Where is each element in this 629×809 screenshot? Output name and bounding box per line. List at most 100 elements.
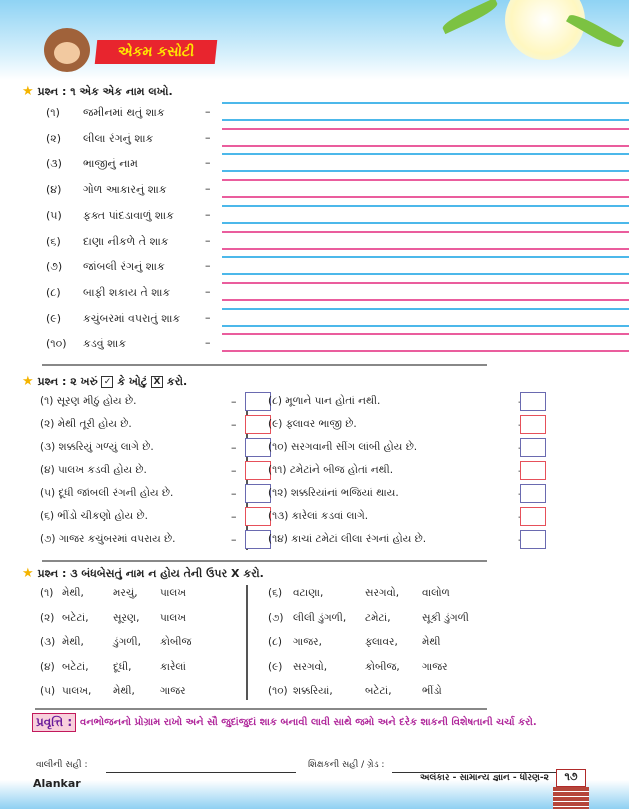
item-number: (૫) <box>40 685 56 697</box>
dash: – <box>231 533 237 546</box>
option-word[interactable]: પાલખ <box>160 587 186 599</box>
answer-checkbox[interactable] <box>245 438 271 457</box>
answer-checkbox[interactable] <box>245 484 271 503</box>
footer-band <box>0 780 629 809</box>
option-word[interactable]: દૂધી, <box>113 660 132 673</box>
statement-text: (૬) ભીંડો ચીકણો હોય છે. <box>40 510 148 522</box>
answer-checkbox[interactable] <box>245 507 271 526</box>
statement-text: (૩) શક્કરિયું ગળ્યું લાગે છે. <box>40 441 154 453</box>
item-text: કડવું શાક <box>83 337 127 351</box>
option-word[interactable]: મેથી, <box>113 685 135 697</box>
item-text: લીલા રંગનું શાક <box>83 131 154 145</box>
dash: – <box>205 259 211 273</box>
option-word[interactable]: કારેલાં <box>160 660 186 673</box>
option-word[interactable]: ગાજર <box>160 685 186 697</box>
option-word[interactable]: પાલખ, <box>62 685 92 697</box>
answer-line-top <box>222 179 629 182</box>
statement-text: (૧૪) કાચાં ટમેટાં લીલા રંગનાં હોય છે. <box>268 533 427 545</box>
item-number: (૯) <box>268 660 283 673</box>
option-word[interactable]: કોબીજ, <box>365 660 400 673</box>
item-text: ગોળ આકારનું શાક <box>83 183 167 197</box>
option-word[interactable]: ગાજર, <box>293 636 322 648</box>
item-text: જમીનમાં થતું શાક <box>83 106 165 119</box>
answer-line-top <box>222 230 629 233</box>
option-word[interactable]: બટેટાં, <box>62 611 89 624</box>
answer-line-bottom[interactable] <box>222 247 629 250</box>
option-word[interactable]: ગાજર <box>422 660 448 673</box>
item-text: દાણા નીકળે તે શાક <box>83 234 169 248</box>
option-word[interactable]: મેથી, <box>62 636 84 648</box>
item-text: કચુંબરમાં વપરાતું શાક <box>83 311 181 325</box>
dash: – <box>231 510 237 523</box>
answer-checkbox[interactable] <box>245 415 271 434</box>
answer-checkbox[interactable] <box>520 461 546 480</box>
option-word[interactable]: મેથી <box>422 636 441 648</box>
answer-checkbox[interactable] <box>520 415 546 434</box>
option-word[interactable]: બટેટાં, <box>62 660 89 673</box>
statement-text: (૧૧) ટમેટાંને બીજ હોતાં નથી. <box>268 464 394 476</box>
option-word[interactable]: મરચું, <box>113 587 138 599</box>
answer-line-bottom[interactable] <box>222 298 629 301</box>
item-number: (૨) <box>46 131 62 145</box>
option-word[interactable]: સરગવો, <box>293 660 328 673</box>
answer-line-top <box>222 307 629 310</box>
answer-line-bottom[interactable] <box>222 196 629 199</box>
item-number: (૫) <box>46 208 62 222</box>
q2-heading-text: પ્રશ્ન : ૨ ખરું <box>37 375 98 388</box>
statement-text: (૧૨) શક્કરિયાંનાં ભજિયાં થાય. <box>268 487 399 499</box>
brand-logo: Alankar <box>33 777 81 790</box>
item-number: (૮) <box>268 636 282 648</box>
option-word[interactable]: સૂકી ડુંગળી <box>422 611 469 624</box>
option-word[interactable]: કોબીજ <box>160 636 192 648</box>
answer-checkbox[interactable] <box>520 507 546 526</box>
page-title: એકમ કસોટી <box>94 40 218 64</box>
answer-line-bottom[interactable] <box>222 144 629 147</box>
answer-checkbox[interactable] <box>520 392 546 411</box>
item-number: (૯) <box>46 311 62 325</box>
option-word[interactable]: ફ્લાવર, <box>365 636 398 648</box>
answer-checkbox[interactable] <box>245 530 271 549</box>
option-word[interactable]: લીલી ડુંગળી, <box>293 611 347 624</box>
answer-checkbox[interactable] <box>520 530 546 549</box>
option-word[interactable]: શક્કરિયાં, <box>293 685 333 697</box>
answer-line-top <box>222 281 629 284</box>
dash: – <box>205 336 211 350</box>
answer-checkbox[interactable] <box>520 484 546 503</box>
answer-line-bottom[interactable] <box>222 350 629 353</box>
answer-line-bottom[interactable] <box>222 119 629 121</box>
dash: – <box>205 233 211 247</box>
option-word[interactable]: વાલોળ <box>422 587 450 599</box>
answer-checkbox[interactable] <box>245 392 271 411</box>
answer-checkbox[interactable] <box>520 438 546 457</box>
q1-heading-text: પ્રશ્ન : ૧ એક એક નામ લખો. <box>37 85 173 98</box>
answer-line-top <box>222 204 629 207</box>
answer-line-bottom[interactable] <box>222 170 629 173</box>
star-icon: ★ <box>22 374 34 389</box>
statement-text: (૧) સૂરણ મીઠું હોય છે. <box>40 395 137 407</box>
dash: – <box>231 418 237 431</box>
option-word[interactable]: સરગવો, <box>365 587 400 599</box>
item-number: (૩) <box>40 636 56 648</box>
answer-line-top <box>222 256 629 259</box>
option-word[interactable]: ટમેટાં, <box>365 611 391 624</box>
dash: – <box>205 182 211 196</box>
option-word[interactable]: ડુંગળી, <box>113 636 141 648</box>
option-word[interactable]: પાલખ <box>160 611 186 624</box>
dash: – <box>205 284 211 298</box>
option-word[interactable]: ભીંડો <box>422 685 442 697</box>
option-word[interactable]: બટેટાં, <box>365 685 392 697</box>
dash: – <box>231 487 237 500</box>
q2-heading: ★ પ્રશ્ન : ૨ ખરું ✓ કે ખોટું X કરો. <box>22 374 187 389</box>
answer-line-bottom[interactable] <box>222 324 629 327</box>
statement-text: (૧૦) સરગવાની સીંગ લાંબી હોય છે. <box>268 441 418 453</box>
answer-checkbox[interactable] <box>245 461 271 480</box>
answer-line-bottom[interactable] <box>222 273 629 276</box>
item-text: બાફી શકાય તે શાક <box>83 285 171 299</box>
option-word[interactable]: મેથી, <box>62 587 84 599</box>
answer-line-bottom[interactable] <box>222 221 629 224</box>
item-number: (૨) <box>40 611 55 624</box>
option-word[interactable]: વટાણા, <box>293 587 324 599</box>
teacher-signature-line[interactable] <box>392 772 556 773</box>
option-word[interactable]: સૂરણ, <box>113 611 140 624</box>
parent-signature-line[interactable] <box>106 772 296 773</box>
